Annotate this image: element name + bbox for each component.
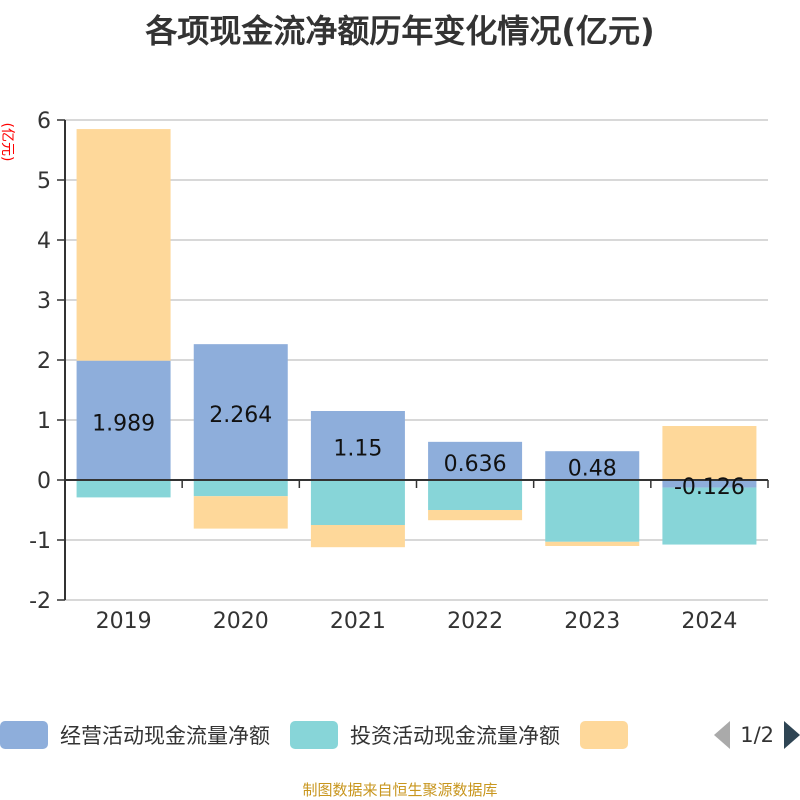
bar-segment-2020-s0 bbox=[193, 344, 288, 480]
data-label: 1.989 bbox=[92, 411, 155, 436]
bar-segment-2022-s2 bbox=[428, 510, 523, 521]
bar-segment-2023-s1 bbox=[545, 480, 640, 542]
bar-segment-2020-s1 bbox=[193, 480, 288, 497]
legend-item-financing[interactable] bbox=[580, 721, 640, 749]
bar-segment-2023-s0 bbox=[545, 451, 640, 480]
next-page-icon[interactable] bbox=[784, 721, 800, 749]
y-tick-label: 0 bbox=[37, 469, 51, 494]
bar-segment-2019-s2 bbox=[76, 129, 171, 361]
data-label: 1.15 bbox=[333, 437, 382, 462]
legend-pager: 1/2 bbox=[698, 717, 800, 753]
bar-segment-2021-s1 bbox=[310, 480, 405, 525]
footer-source: 制图数据来自恒生聚源数据库 bbox=[302, 781, 498, 799]
x-tick-label: 2024 bbox=[681, 609, 737, 634]
data-label: -0.126 bbox=[674, 475, 745, 500]
bar-segment-2022-s1 bbox=[428, 480, 523, 510]
legend-item-operating[interactable]: 经营活动现金流量净额 bbox=[0, 720, 270, 750]
legend-page-indicator: 1/2 bbox=[740, 723, 774, 747]
bar-segment-2022-s0 bbox=[428, 441, 523, 480]
y-tick-label: -1 bbox=[29, 529, 51, 554]
bar-segment-2024-s2 bbox=[662, 426, 757, 480]
chart-title: 各项现金流净额历年变化情况(亿元) bbox=[145, 12, 655, 50]
legend-swatch bbox=[0, 721, 48, 749]
legend-item-investing[interactable]: 投资活动现金流量净额 bbox=[290, 720, 560, 750]
y-tick-label: 6 bbox=[37, 109, 51, 134]
x-tick-label: 2019 bbox=[96, 609, 152, 634]
y-tick-label: 1 bbox=[37, 409, 51, 434]
data-label: 0.636 bbox=[444, 452, 507, 477]
bar-segment-2019-s0 bbox=[76, 360, 171, 480]
y-tick-label: 3 bbox=[37, 289, 51, 314]
legend-swatch bbox=[290, 721, 338, 749]
legend-label: 经营活动现金流量净额 bbox=[60, 724, 270, 748]
y-tick-label: 4 bbox=[37, 229, 51, 254]
legend-swatch bbox=[580, 721, 628, 749]
y-tick-label: -2 bbox=[29, 589, 51, 614]
bar-segment-2023-s2 bbox=[545, 541, 640, 546]
bar-segment-2019-s1 bbox=[76, 480, 171, 498]
bar-segment-2024-s1 bbox=[662, 487, 757, 545]
x-tick-label: 2022 bbox=[447, 609, 503, 634]
bar-segment-2021-s2 bbox=[310, 525, 405, 548]
legend: 经营活动现金流量净额 投资活动现金流量净额 1/2 bbox=[0, 717, 800, 753]
x-tick-label: 2021 bbox=[330, 609, 386, 634]
y-tick-label: 5 bbox=[37, 169, 51, 194]
legend-label: 投资活动现金流量净额 bbox=[350, 724, 560, 748]
data-label: 0.48 bbox=[568, 457, 617, 482]
prev-page-icon[interactable] bbox=[714, 721, 731, 749]
bar-segment-2021-s0 bbox=[310, 411, 405, 480]
x-tick-label: 2023 bbox=[564, 609, 620, 634]
x-tick-label: 2020 bbox=[213, 609, 269, 634]
data-label: 2.264 bbox=[209, 403, 272, 428]
chart-plot: -2 -1 0 1 2 3 4 5 6 2019 2020 2021 2022 2023 2024 1.989… bbox=[29, 109, 769, 634]
bar-segment-2020-s2 bbox=[193, 496, 288, 529]
bar-segment-2024-s0 bbox=[662, 480, 757, 488]
y-tick-label: 2 bbox=[37, 349, 51, 374]
